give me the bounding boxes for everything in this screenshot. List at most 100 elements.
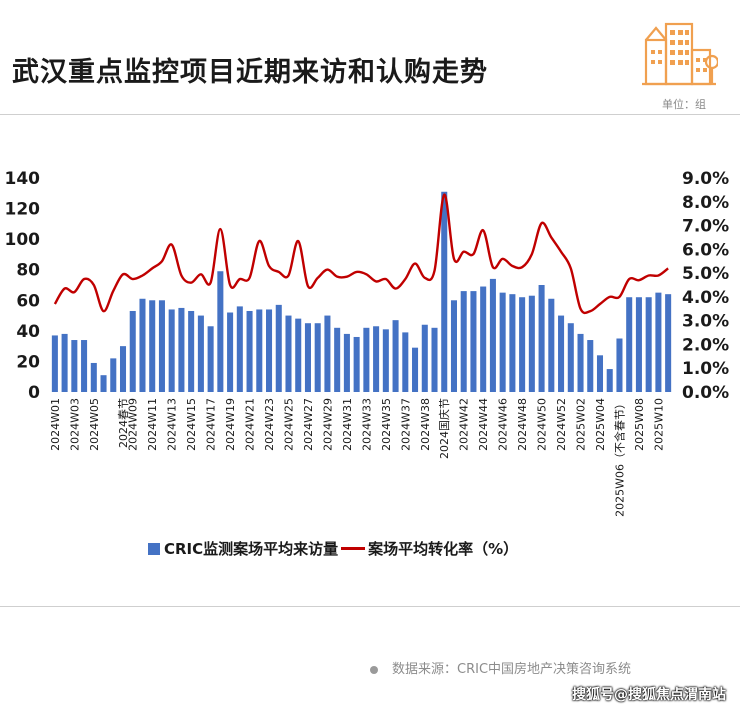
bar: [139, 298, 146, 392]
x-tick-label: 2024W50: [536, 398, 549, 451]
x-tick-label: 2024W44: [477, 398, 490, 451]
bar: [275, 304, 282, 392]
x-tick-label: 2024W25: [282, 398, 295, 451]
watermark: 搜狐号@搜狐焦点渭南站: [572, 687, 726, 703]
left-tick-label: 80: [16, 261, 40, 281]
bar: [295, 318, 302, 392]
bar: [528, 295, 535, 392]
bar: [246, 310, 253, 392]
bar: [207, 326, 214, 392]
x-tick-label: 2024W17: [205, 398, 218, 451]
bar: [548, 298, 555, 392]
bar: [655, 292, 662, 392]
source-text: 数据来源：CRIC中国房地产决策咨询系统: [392, 662, 632, 677]
x-tick-label: 2024W38: [419, 398, 432, 451]
right-tick-label: 9.0%: [682, 169, 729, 189]
x-tick-label: 2025W04: [594, 398, 607, 451]
bar: [217, 271, 224, 392]
bar: [402, 332, 409, 392]
bar: [353, 336, 360, 392]
bar: [168, 309, 175, 392]
left-axis: 0 20 40 60 80 100 120 140: [5, 169, 41, 403]
right-axis: 0.0% 1.0% 2.0% 3.0% 4.0% 5.0% 6.0% 7.0% 8.0% 9.0%: [682, 169, 729, 403]
bar: [626, 297, 633, 392]
right-tick-label: 1.0%: [682, 359, 729, 379]
bar: [645, 297, 652, 392]
bar: [188, 310, 195, 392]
bar: [197, 315, 204, 392]
bar: [421, 324, 428, 392]
bar: [266, 309, 273, 392]
x-tick-label: 2024W05: [88, 398, 101, 451]
chart-area: 0 20 40 60 80 100 120 140 0.0% 1.0% 2.0% 3.0% 4.0% 5…: [5, 169, 730, 517]
x-tick-label: 2024W48: [516, 398, 529, 451]
bar: [450, 300, 457, 392]
x-tick-label: 2024W11: [146, 398, 159, 451]
bar: [596, 355, 604, 392]
bar: [236, 306, 243, 392]
left-tick-label: 120: [5, 200, 41, 220]
bar: [81, 340, 88, 392]
x-tick-label: 2024W09: [127, 398, 140, 451]
right-tick-label: 6.0%: [682, 240, 729, 260]
left-tick-label: 40: [16, 322, 40, 342]
x-tick-label: 2024国庆节: [437, 398, 451, 459]
legend-line-swatch: [341, 547, 366, 550]
x-tick-label: 2024春节: [117, 398, 130, 448]
x-tick-label: 2025W08: [633, 398, 646, 451]
bar: [119, 346, 127, 392]
right-tick-label: 4.0%: [682, 288, 729, 308]
bar: [616, 338, 623, 392]
right-tick-label: 7.0%: [682, 217, 729, 237]
x-tick-label: 2024W42: [458, 398, 471, 451]
chart-title: 武汉重点监控项目近期来访和认购走势: [12, 57, 488, 88]
data-source: 数据来源：CRIC中国房地产决策咨询系统: [370, 658, 631, 677]
bar: [110, 358, 117, 392]
bar: [606, 369, 613, 392]
x-tick-label: 2024W35: [380, 398, 393, 451]
bar-series: [51, 191, 672, 392]
bar: [158, 300, 165, 392]
x-tick-label: 2025W02: [575, 398, 588, 451]
bar: [129, 310, 136, 392]
bar: [51, 335, 58, 392]
x-tick-label: 2024W52: [555, 398, 568, 451]
bar: [227, 312, 234, 392]
x-tick-label: 2025W06（不含春节）: [612, 398, 626, 517]
conversion-rate-line: [53, 193, 669, 315]
x-tick-label: 2024W19: [224, 398, 237, 451]
legend: CRIC监测案场平均来访量 案场平均转化率（%）: [148, 538, 518, 559]
bar: [324, 315, 331, 392]
x-tick-label: 2024W03: [68, 398, 81, 451]
bar: [149, 300, 156, 392]
left-tick-label: 140: [5, 169, 41, 189]
bar: [509, 294, 516, 392]
right-tick-label: 8.0%: [682, 193, 729, 213]
left-tick-label: 100: [5, 230, 41, 250]
x-tick-label: 2024W33: [360, 398, 373, 451]
bar: [558, 315, 565, 392]
bar: [577, 333, 584, 392]
x-tick-label: 2025W10: [652, 398, 665, 451]
bar: [285, 315, 292, 392]
x-tick-label: 2024W37: [399, 398, 412, 451]
bar: [460, 291, 467, 392]
bar: [441, 191, 448, 392]
bar: [71, 340, 78, 392]
bar: [61, 333, 68, 392]
bar: [538, 285, 545, 392]
legend-bar-label: CRIC监测案场平均来访量: [164, 540, 339, 558]
x-tick-label: 2024W15: [185, 398, 198, 451]
x-tick-label: 2024W21: [244, 398, 257, 451]
bar: [178, 307, 185, 392]
bar: [519, 297, 526, 392]
x-tick-label: 2024W27: [302, 398, 315, 451]
bottom-divider: [0, 606, 740, 607]
x-tick-label: 2024W23: [263, 398, 276, 451]
bar: [431, 327, 438, 392]
right-tick-label: 2.0%: [682, 335, 729, 355]
bar: [635, 297, 642, 392]
bar: [665, 294, 672, 392]
bar: [480, 286, 487, 392]
x-tick-label: 2024W29: [321, 398, 334, 451]
